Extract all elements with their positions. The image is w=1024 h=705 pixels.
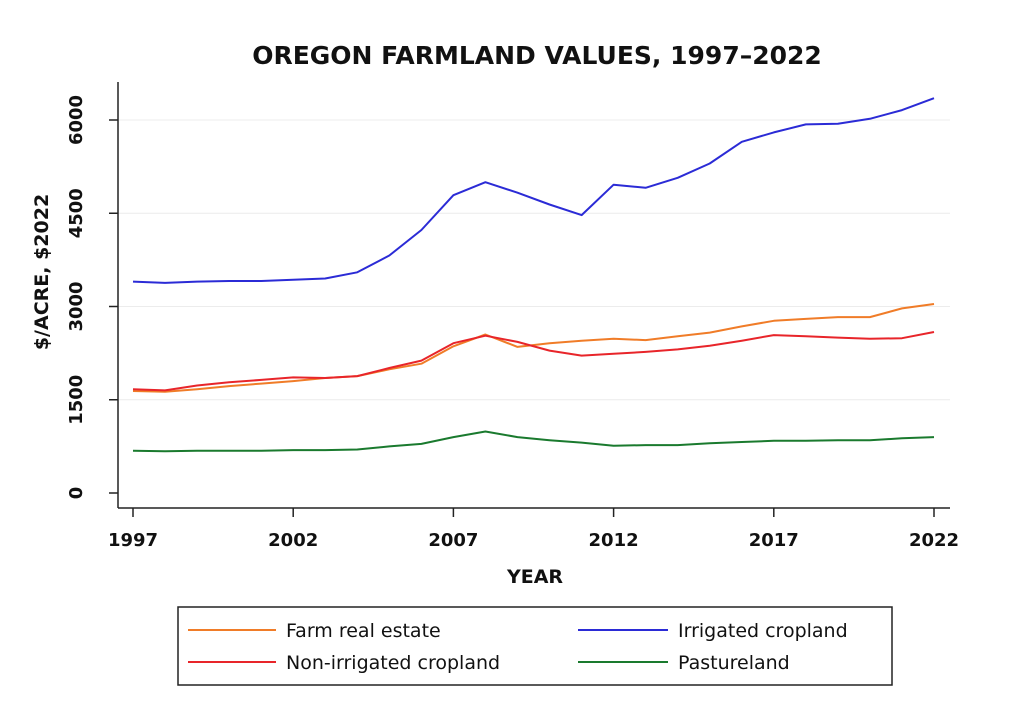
- legend-label-non-irrigated-cropland: Non-irrigated cropland: [286, 652, 500, 674]
- legend-label-farm-real-estate: Farm real estate: [286, 620, 441, 642]
- series-line-farm-real-estate: [132, 303, 935, 393]
- x-tick-label: 2012: [589, 530, 639, 551]
- y-tick-label: 0: [66, 487, 87, 500]
- x-tick-label: 2002: [268, 530, 318, 551]
- x-tick-label: 2022: [909, 530, 959, 551]
- legend-label-pastureland: Pastureland: [678, 652, 790, 674]
- x-tick-label: 1997: [108, 530, 158, 551]
- y-ticks: 0 1500 3000 4500 6000: [66, 95, 118, 499]
- grid-lines: [118, 119, 950, 401]
- y-tick-label: 4500: [66, 188, 87, 238]
- series-line-pastureland: [132, 430, 935, 453]
- y-tick-label: 6000: [66, 95, 87, 145]
- series-line-non-irrigated-cropland: [132, 331, 935, 392]
- series-line-irrigated-cropland: [132, 97, 935, 284]
- chart-title: OREGON FARMLAND VALUES, 1997–2022: [252, 41, 822, 70]
- legend-label-irrigated-cropland: Irrigated cropland: [678, 620, 848, 642]
- x-tick-label: 2007: [428, 530, 478, 551]
- legend: Farm real estate Irrigated cropland Non-ir…: [177, 606, 893, 686]
- legend-box: [177, 606, 893, 686]
- series-lines: [132, 97, 935, 453]
- x-tick-label: 2017: [749, 530, 799, 551]
- x-ticks: 1997 2002 2007 2012 2017 2022: [108, 508, 959, 551]
- legend-items: Farm real estate Irrigated cropland Non-ir…: [188, 620, 848, 674]
- y-tick-label: 3000: [66, 281, 87, 331]
- y-tick-label: 1500: [66, 375, 87, 425]
- x-axis-label: YEAR: [506, 566, 563, 588]
- y-axis-label: $/ACRE, $2022: [31, 194, 53, 350]
